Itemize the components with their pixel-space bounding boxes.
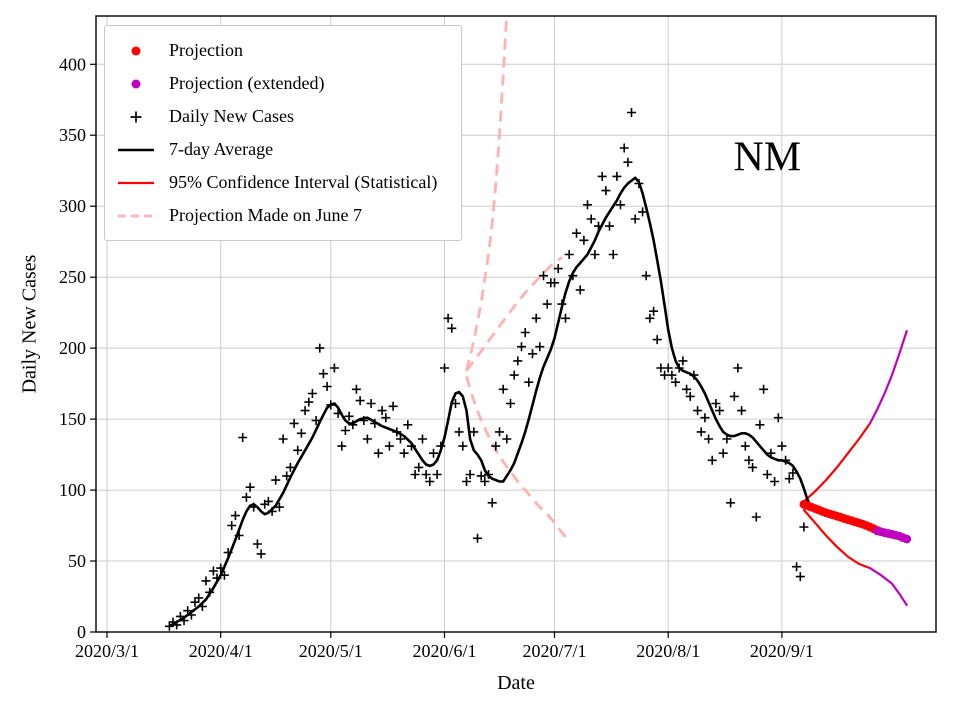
legend-item: 95% Confidence Interval (Statistical) (115, 166, 437, 199)
x-axis-label: Date (497, 672, 535, 694)
legend-item: Projection (extended) (115, 67, 437, 100)
y-tick-label: 0 (77, 622, 86, 642)
legend-item: Projection Made on June 7 (115, 199, 437, 232)
legend-dot-marker-icon (131, 46, 141, 55)
x-tick-label: 2020/6/1 (412, 641, 476, 661)
legend-label: Daily New Cases (169, 106, 294, 126)
x-tick-label: 2020/5/1 (299, 641, 363, 661)
projection-dots (799, 499, 882, 535)
y-tick-label: 350 (59, 125, 86, 145)
legend: Projection Projection (extended) Daily New… (104, 25, 463, 241)
legend-dot-marker-icon (131, 79, 141, 88)
legend-line-marker-icon (118, 181, 154, 184)
june7-upper-projection-line (465, 16, 509, 372)
x-tick-label: 2020/3/1 (75, 641, 139, 661)
daily-cases-markers (164, 108, 809, 631)
ci-upper-line (802, 422, 872, 503)
legend-label: Projection (169, 40, 243, 60)
y-tick-label: 250 (59, 267, 86, 287)
y-tick-label: 100 (59, 480, 86, 500)
legend-label: 7-day Average (169, 139, 274, 159)
legend-item: Projection (115, 34, 437, 67)
ci-lower-line (802, 508, 872, 570)
x-tick-label: 2020/8/1 (636, 641, 700, 661)
y-tick-label: 200 (59, 338, 86, 358)
legend-label: Projection Made on June 7 (169, 205, 362, 225)
projection-extended-dots (872, 526, 912, 544)
legend-label: 95% Confidence Interval (Statistical) (169, 172, 438, 192)
ci-lower-extended-line (868, 566, 908, 607)
seven-day-average-line (168, 176, 813, 628)
state-annotation: NM (733, 135, 801, 181)
axes-frame (95, 15, 937, 633)
x-tick-label: 2020/4/1 (189, 641, 253, 661)
y-axis-label: Daily New Cases (18, 254, 41, 394)
y-tick-label: 400 (59, 54, 86, 74)
y-tick-label: 50 (68, 551, 86, 571)
legend-item: 7-day Average (115, 133, 437, 166)
legend-item: Daily New Cases (115, 100, 437, 133)
ci-upper-extended-line (868, 330, 908, 425)
plot-area (164, 16, 912, 631)
legend-line-marker-icon (118, 148, 154, 151)
legend-dash-marker-icon (118, 214, 154, 217)
y-tick-label: 150 (59, 409, 86, 429)
y-tick-label: 300 (59, 196, 86, 216)
legend-label: Projection (extended) (169, 73, 325, 93)
x-tick-label: 2020/9/1 (750, 641, 814, 661)
june7-projection-line (465, 256, 563, 372)
june7-lower-projection-line (465, 376, 567, 538)
legend-plus-marker-icon (130, 111, 142, 122)
x-tick-label: 2020/7/1 (522, 641, 586, 661)
